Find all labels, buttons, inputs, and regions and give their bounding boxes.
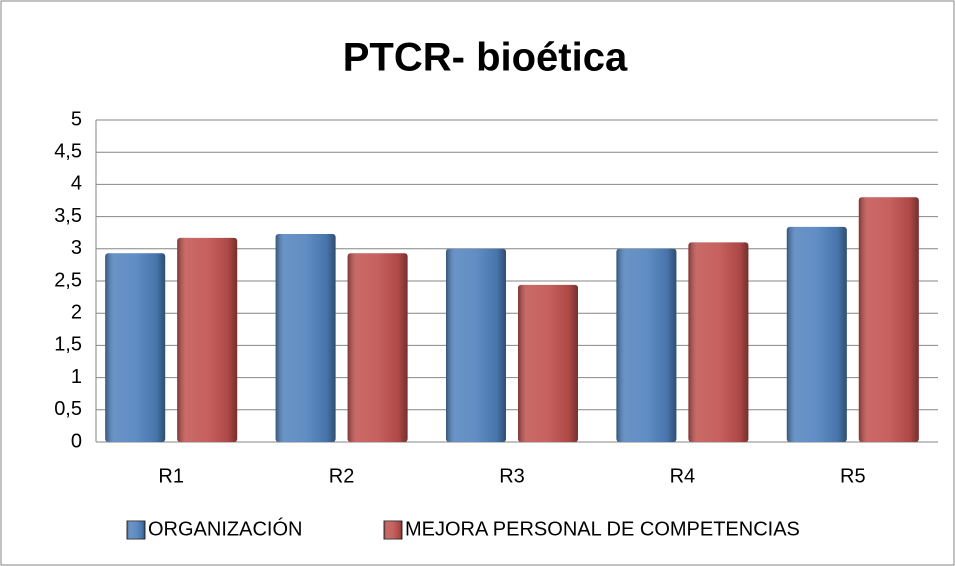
x-tick-label: R1 [158, 465, 184, 487]
legend-label: MEJORA PERSONAL DE COMPETENCIAS [405, 518, 800, 540]
y-tick-label: 0,5 [54, 398, 82, 420]
y-tick-label: 2 [71, 301, 82, 323]
legend-label: ORGANIZACIÓN [148, 517, 302, 540]
x-tick-label: R2 [329, 465, 355, 487]
bar [858, 197, 919, 442]
bar [446, 248, 506, 442]
y-tick-label: 3 [71, 237, 82, 259]
y-tick-label: 1,5 [54, 334, 82, 356]
bar [177, 237, 238, 442]
y-tick-label: 1 [71, 366, 82, 388]
bar [105, 253, 166, 442]
y-tick-label: 3,5 [54, 205, 82, 227]
bar [275, 233, 336, 442]
x-tick-label: R5 [840, 465, 866, 487]
y-tick-label: 2,5 [54, 269, 82, 291]
y-tick-label: 5 [71, 108, 82, 130]
bar [786, 226, 847, 442]
legend-swatch-shade [127, 521, 145, 539]
bar [518, 284, 578, 442]
y-tick-label: 4,5 [54, 140, 82, 162]
y-tick-label: 4 [71, 173, 82, 195]
bar [616, 248, 677, 442]
x-tick-label: R3 [499, 465, 525, 487]
x-tick-label: R4 [670, 465, 696, 487]
y-tick-label: 0 [71, 430, 82, 452]
bar [688, 242, 749, 442]
legend-swatch-shade [384, 521, 402, 539]
chart-title: PTCR- bioética [343, 36, 628, 80]
bar [347, 253, 408, 442]
